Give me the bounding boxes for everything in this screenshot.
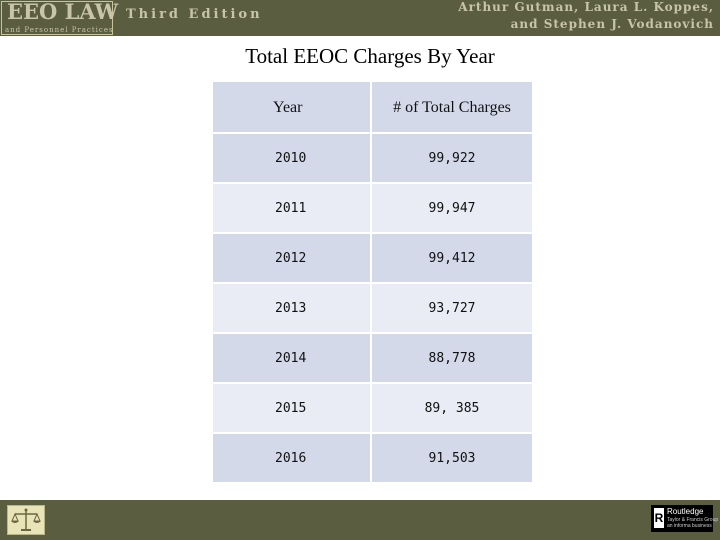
charges-cell: 91,503 (371, 432, 532, 482)
publisher-tagline-1: Taylor & Francis Group (667, 517, 719, 523)
edition-label: Third Edition (126, 7, 263, 22)
table-header-row: Year # of Total Charges (213, 82, 532, 133)
publisher-name: Routledge (667, 507, 704, 516)
header-bar: EEO LAW and Personnel Practices Third Ed… (0, 0, 720, 36)
table-row: 2011 99,947 (213, 182, 532, 233)
charges-cell: 99,412 (371, 232, 532, 283)
table-row: 2010 99,922 (213, 132, 532, 183)
table-row: 2015 89, 385 (213, 382, 532, 433)
publisher-logo: R Routledge Taylor & Francis Group an in… (651, 505, 718, 532)
charges-cell: 93,727 (371, 282, 532, 333)
authors: Arthur Gutman, Laura L. Koppes, and Step… (414, 0, 714, 33)
slide-title: Total EEOC Charges By Year (245, 44, 495, 68)
routledge-r-icon: R (654, 508, 664, 528)
charges-table: Year # of Total Charges 2010 99,922 2011… (213, 82, 532, 482)
year-cell: 2011 (213, 182, 372, 233)
charges-cell: 88,778 (371, 332, 532, 383)
year-cell: 2010 (213, 132, 372, 183)
table-row: 2014 88,778 (213, 332, 532, 383)
scales-of-justice-icon (7, 505, 45, 535)
book-logo: EEO LAW and Personnel Practices (1, 0, 118, 35)
column-header-charges: # of Total Charges (371, 82, 532, 133)
table-row: 2016 91,503 (213, 432, 532, 482)
column-header-year: Year (213, 82, 372, 133)
table-row: 2012 99,412 (213, 232, 532, 283)
authors-line-2: and Stephen J. Vodanovich (510, 17, 714, 31)
publisher-tagline-2: an informa business (667, 523, 712, 529)
year-cell: 2015 (213, 382, 372, 433)
charges-cell: 99,947 (371, 182, 532, 233)
authors-line-1: Arthur Gutman, Laura L. Koppes, (458, 0, 714, 14)
charges-cell: 89, 385 (371, 382, 532, 433)
year-cell: 2014 (213, 332, 372, 383)
footer-bar (0, 500, 720, 540)
logo-title: EEO LAW (7, 0, 119, 24)
year-cell: 2012 (213, 232, 372, 283)
year-cell: 2016 (213, 432, 372, 482)
logo-subtitle: and Personnel Practices (5, 26, 114, 34)
charges-cell: 99,922 (371, 132, 532, 183)
year-cell: 2013 (213, 282, 372, 333)
publisher-tagline: Taylor & Francis Group an informa busine… (667, 517, 718, 529)
table-row: 2013 93,727 (213, 282, 532, 333)
